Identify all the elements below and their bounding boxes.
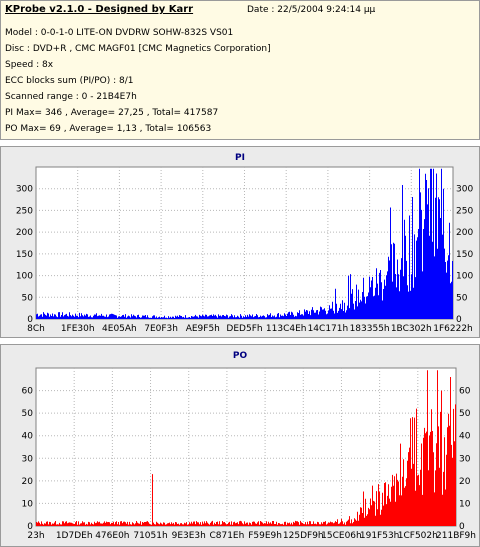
y-tick-label-left: 60	[22, 387, 34, 397]
app-title: KProbe v2.1.0 - Designed by Karr	[5, 4, 194, 15]
x-tick-label: 125DF9h	[283, 531, 324, 541]
y-tick-label-left: 50	[22, 293, 34, 303]
x-tick-label: 4E05Ah	[102, 324, 137, 334]
po-chart-panel: PO 0 0 10 10 20 20 30 30 40 40 50 50 60 60 23h 1D7DEh 47…	[0, 344, 480, 547]
pi-chart-panel: PI 0 0 50 50 100 100 150 150 200 200 250 250 300 300 8…	[0, 146, 480, 338]
x-tick-label: 211BF9h	[436, 531, 476, 541]
y-tick-label-right: 300	[456, 185, 473, 195]
y-tick-label-left: 250	[16, 206, 33, 216]
x-tick-label: 14C171h	[308, 324, 349, 334]
x-tick-label: 23h	[27, 531, 44, 541]
y-tick-label-right: 250	[456, 206, 473, 216]
y-tick-label-right: 0	[456, 315, 462, 325]
y-tick-label-right: 10	[459, 499, 471, 509]
data-bars	[36, 370, 456, 526]
pi-chart: 0 0 50 50 100 100 150 150 200 200 250 250 300 300 8Ch 1…	[16, 166, 473, 334]
y-tick-label-right: 200	[456, 228, 473, 238]
y-tick-label-left: 100	[16, 272, 33, 282]
y-tick-label-right: 50	[456, 293, 468, 303]
x-tick-label: 1BC302h	[391, 324, 432, 334]
y-tick-label-left: 20	[22, 477, 34, 487]
po-chart-title: PO	[232, 351, 248, 361]
y-tick-label-right: 60	[459, 387, 471, 397]
y-tick-label-left: 30	[22, 454, 34, 464]
pi-summary: PI Max= 346 , Average= 27,25 , Total= 41…	[5, 108, 219, 118]
po-summary: PO Max= 69 , Average= 1,13 , Total= 1065…	[5, 124, 212, 134]
x-tick-label: DED5Fh	[226, 324, 262, 334]
x-tick-label: 7E0F3h	[144, 324, 178, 334]
ecc-blocks-info: ECC blocks sum (PI/PO) : 8/1	[5, 76, 134, 86]
po-chart: 0 0 10 10 20 20 30 30 40 40 50 50 60 60 23h 1D7DEh 476E0…	[22, 367, 476, 541]
x-tick-label: AE9F5h	[186, 324, 220, 334]
x-tick-label: 476E0h	[95, 531, 129, 541]
pi-chart-title: PI	[235, 153, 245, 163]
x-tick-label: 1F6222h	[433, 324, 473, 334]
x-tick-label: 8Ch	[27, 324, 45, 334]
y-tick-label-left: 200	[16, 228, 33, 238]
x-tick-label: 1CF502h	[398, 531, 438, 541]
x-tick-label: 183355h	[350, 324, 390, 334]
y-tick-label-left: 40	[22, 432, 34, 442]
x-tick-label: 15CE06h	[321, 531, 362, 541]
scanned-range: Scanned range : 0 - 21B4E7h	[5, 92, 137, 102]
y-tick-label-right: 20	[459, 477, 471, 487]
y-tick-label-left: 0	[27, 315, 33, 325]
speed-info: Speed : 8x	[5, 60, 54, 70]
y-tick-label-right: 50	[459, 409, 471, 419]
x-tick-label: 191F53h	[360, 531, 400, 541]
y-tick-label-left: 150	[16, 250, 33, 260]
scan-date: Date : 22/5/2004 9:24:14 μμ	[247, 5, 376, 15]
y-tick-label-right: 30	[459, 454, 471, 464]
scan-info-panel: KProbe v2.1.0 - Designed by Karr Date : …	[0, 0, 480, 140]
x-tick-label: 9E3E3h	[172, 531, 206, 541]
y-tick-label-right: 40	[459, 432, 471, 442]
y-tick-label-right: 0	[459, 522, 465, 532]
y-tick-label-right: 150	[456, 250, 473, 260]
y-tick-label-left: 10	[22, 499, 34, 509]
y-tick-label-left: 0	[27, 522, 33, 532]
x-tick-label: 113C4Eh	[266, 324, 307, 334]
y-tick-label-left: 50	[22, 409, 34, 419]
x-tick-label: 71051h	[133, 531, 167, 541]
disc-info: Disc : DVD+R , CMC MAGF01 [CMC Magnetics…	[5, 44, 271, 54]
data-bars	[36, 168, 453, 319]
x-tick-label: F59E9h	[248, 531, 282, 541]
x-tick-label: 1FE30h	[61, 324, 95, 334]
y-tick-label-left: 300	[16, 185, 33, 195]
x-tick-label: 1D7DEh	[56, 531, 93, 541]
drive-model: Model : 0-0-1-0 LITE-ON DVDRW SOHW-832S …	[5, 28, 234, 38]
x-tick-label: C871Eh	[209, 531, 244, 541]
y-tick-label-right: 100	[456, 272, 473, 282]
